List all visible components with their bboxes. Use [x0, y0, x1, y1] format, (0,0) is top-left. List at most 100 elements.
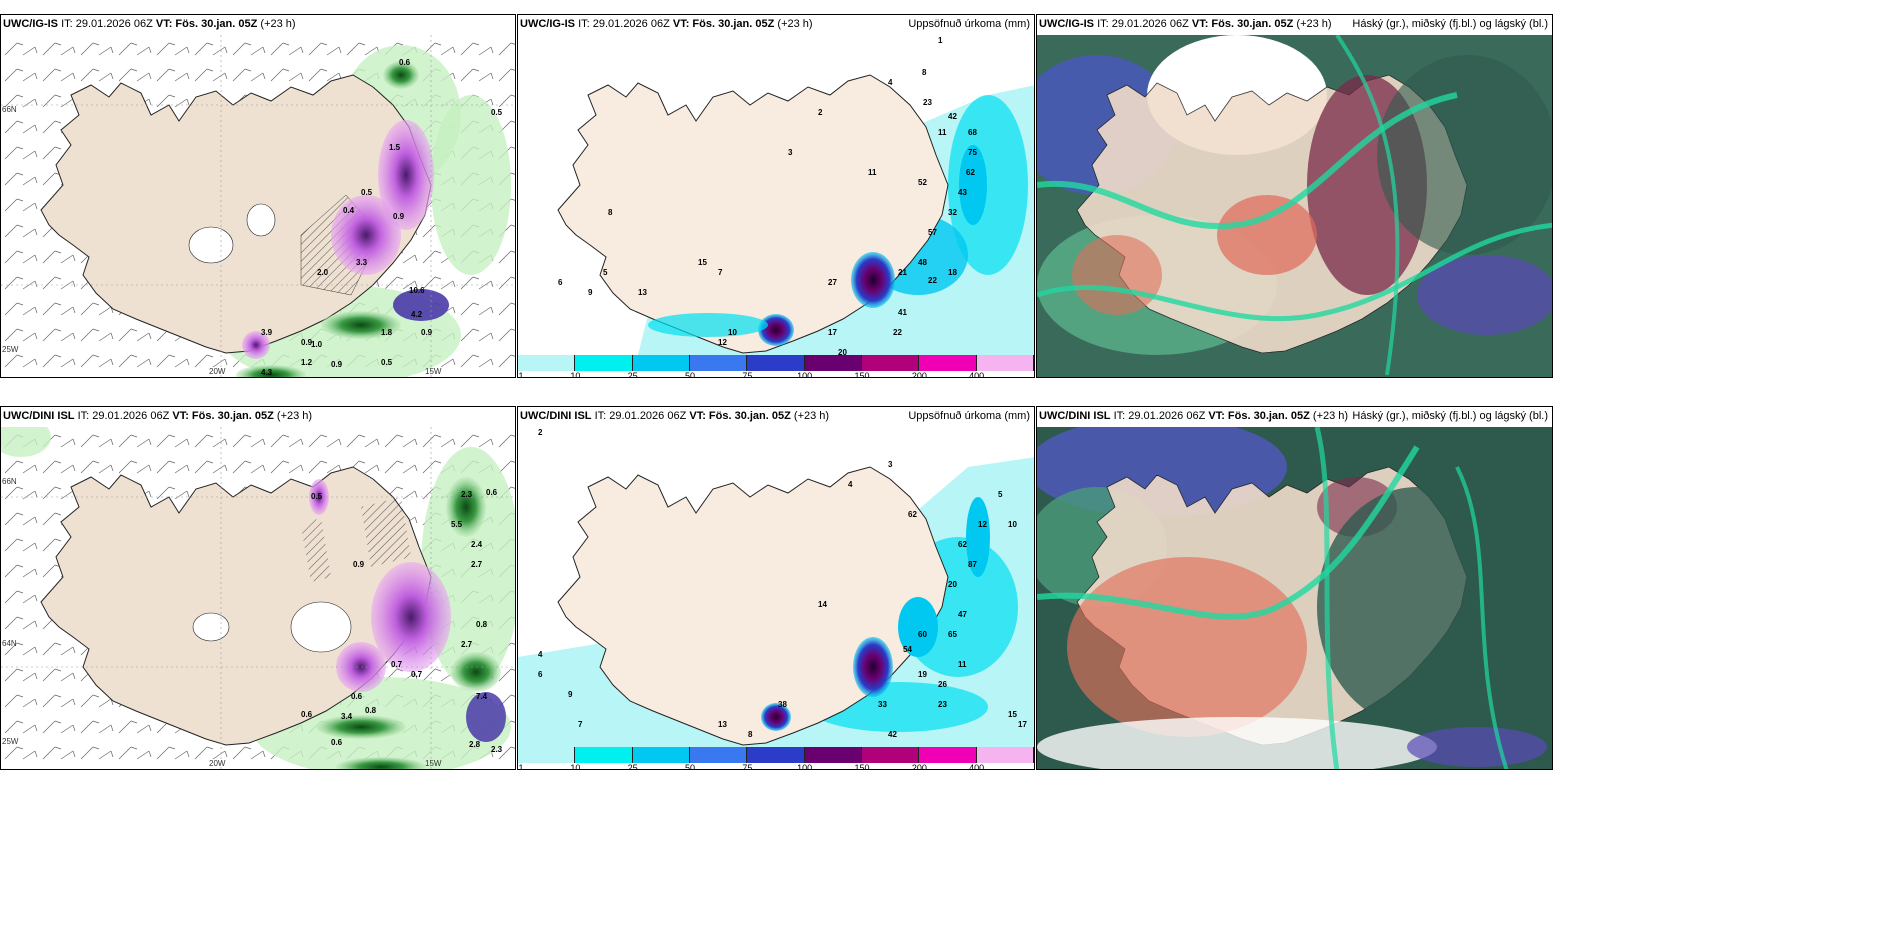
lat-label-66n: 66N [2, 477, 17, 486]
legend-tick-label: 400 [969, 763, 985, 770]
panel-variable-label: Háský (gr.), miðský (fj.bl.) og lágský (… [1352, 18, 1548, 30]
legend-color-swatch [976, 747, 1034, 763]
map-value-label: 3.4 [341, 712, 353, 721]
panel-title: UWC/IG-IS IT: 29.01.2026 06Z VT: Fös. 30… [1039, 18, 1332, 30]
panel-title: UWC/DINI ISL IT: 29.01.2026 06Z VT: Fös.… [1039, 410, 1349, 422]
cloud-map[interactable] [1037, 427, 1553, 770]
map-value-label: 13 [638, 288, 647, 297]
map-value-label: 62 [966, 168, 975, 177]
map-value-label: 87 [968, 560, 977, 569]
map-value-label: 10 [728, 328, 737, 337]
lon-label-20w: 20W [209, 367, 226, 376]
lat-label-64n: 64N [2, 639, 17, 648]
lon-label-20w: 20W [209, 759, 226, 768]
map-value-label: 5.5 [451, 520, 463, 529]
map-value-label: 20 [948, 580, 957, 589]
map-value-label: 0.4 [343, 206, 355, 215]
legend-color-swatch [804, 747, 862, 763]
cloud-map[interactable] [1037, 35, 1553, 378]
map-value-label: 2.7 [471, 560, 483, 569]
map-value-label: 48 [918, 258, 927, 267]
map-value-label: 23 [938, 700, 947, 709]
legend-tick-label: 100 [797, 763, 813, 770]
map-value-label: 19 [918, 670, 927, 679]
map-value-label: 1.5 [389, 143, 401, 152]
map-panel-1-snow-wind: UWC/IG-IS IT: 29.01.2026 06Z VT: Fös. 30… [0, 14, 516, 378]
map-value-label: 10.6 [409, 286, 425, 295]
map-value-label: 2.4 [471, 540, 483, 549]
map-value-label: 2.7 [461, 640, 473, 649]
map-value-label: 8 [748, 730, 753, 739]
map-value-label: 12 [718, 338, 727, 347]
map-value-label: 12 [978, 520, 987, 529]
legend-tick-label: 100 [797, 371, 813, 378]
legend-tick-label: 1 [518, 371, 524, 378]
map-value-label: 4 [888, 78, 893, 87]
legend-color-swatch [747, 747, 805, 763]
map-panel-3-clouds: UWC/IG-IS IT: 29.01.2026 06Z VT: Fös. 30… [1036, 14, 1553, 378]
map-value-label: 1 [938, 36, 943, 45]
legend-color-swatch [632, 355, 690, 371]
map-value-label: 65 [948, 630, 957, 639]
panel-variable-label: Uppsöfnuð úrkoma (mm) [908, 410, 1030, 422]
map-value-label: 7.4 [476, 692, 488, 701]
legend-tick-label: 10 [570, 763, 581, 770]
map-value-label: 2.0 [317, 268, 329, 277]
panel-title: UWC/DINI ISL IT: 29.01.2026 06Z VT: Fös.… [3, 410, 313, 422]
map-value-label: 23 [923, 98, 932, 107]
map-value-label: 3 [888, 460, 893, 469]
map-value-label: 0.9 [353, 560, 365, 569]
map-value-label: 0.9 [421, 328, 433, 337]
map-value-label: 0.7 [411, 670, 423, 679]
precip-legend: 1 10 25 50 75 100 150 200 400 [518, 355, 1034, 377]
map-value-label: 33 [878, 700, 887, 709]
legend-color-swatch [862, 747, 920, 763]
map-value-label: 15 [1008, 710, 1017, 719]
map-value-label: 2 [818, 108, 823, 117]
map-value-label: 20 [838, 348, 847, 355]
legend-color-swatch [919, 747, 977, 763]
map-value-label: 5 [603, 268, 608, 277]
legend-color-swatch [690, 747, 748, 763]
map-value-label: 2.3 [461, 490, 473, 499]
map-value-label: 54 [903, 645, 912, 654]
lat-label-25w: 25W [2, 737, 19, 746]
legend-color-swatch [747, 355, 805, 371]
map-value-label: 9 [588, 288, 593, 297]
map-value-label: 1.2 [301, 358, 313, 367]
map-value-label: 7 [578, 720, 583, 729]
legend-tick-label: 75 [742, 763, 753, 770]
map-value-label: 3 [788, 148, 793, 157]
map-value-label: 42 [888, 730, 897, 739]
map-value-label: 62 [908, 510, 917, 519]
panel-variable-label: Uppsöfnuð úrkoma (mm) [908, 18, 1030, 30]
map-value-label: 0.6 [486, 488, 498, 497]
legend-color-swatch [862, 355, 920, 371]
map-value-label: 0.6 [331, 738, 343, 747]
map-value-label: 62 [958, 540, 967, 549]
map-value-label: 0.5 [361, 188, 373, 197]
map-value-label: 0.7 [391, 660, 403, 669]
map-value-label: 6 [538, 670, 543, 679]
map-value-label: 0.6 [351, 692, 363, 701]
map-value-label: 0.9 [331, 360, 343, 369]
precip-legend: 1 10 25 50 75 100 150 200 400 [518, 747, 1034, 769]
map-panel-2-precip: UWC/IG-IS IT: 29.01.2026 06Z VT: Fös. 30… [517, 14, 1035, 378]
map-value-label: 68 [968, 128, 977, 137]
map-value-label: 2 [538, 428, 543, 437]
map-value-label: 8 [608, 208, 613, 217]
legend-color-swatch [518, 355, 576, 371]
map-value-label: 0.5 [491, 108, 503, 117]
map-value-label: 22 [928, 276, 937, 285]
map-value-label: 14 [818, 600, 827, 609]
panel-title: UWC/IG-IS IT: 29.01.2026 06Z VT: Fös. 30… [520, 18, 813, 30]
map-value-label: 32 [948, 208, 957, 217]
legend-color-swatch [976, 355, 1034, 371]
map-value-label: 4 [848, 480, 853, 489]
map-value-label: 0.5 [381, 358, 393, 367]
legend-tick-label: 50 [684, 763, 696, 770]
snow-wind-map[interactable]: 0.60.51.50.50.40.93.32.010.64.23.90.91.0… [1, 35, 516, 378]
snow-wind-map[interactable]: 2.3 0.6 0.5 5.5 2.4 2.7 0.9 0.8 2.7 0.7 0.7 7.4 3.4 0… [1, 427, 516, 770]
